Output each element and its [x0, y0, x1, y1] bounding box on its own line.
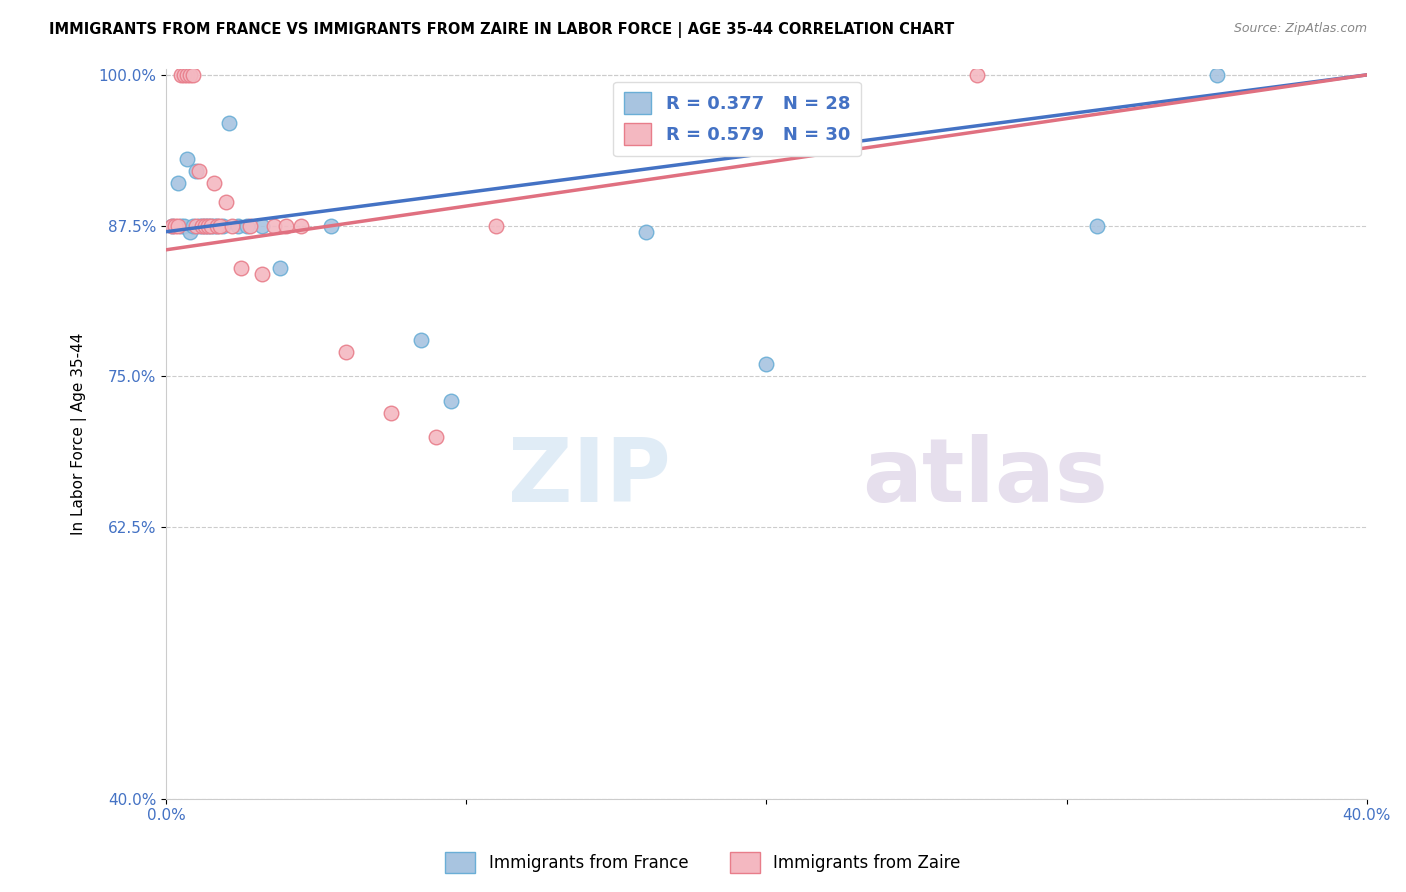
Point	[229, 260, 252, 275]
Point	[226, 219, 249, 233]
Y-axis label: In Labor Force | Age 35-44: In Labor Force | Age 35-44	[72, 333, 87, 535]
Point	[205, 219, 228, 233]
Point	[425, 430, 447, 444]
Point	[755, 358, 778, 372]
Point	[179, 68, 201, 82]
Point	[1085, 219, 1108, 233]
Point	[194, 219, 217, 233]
Point	[167, 177, 190, 191]
Point	[202, 177, 225, 191]
Point	[239, 219, 262, 233]
Point	[202, 219, 225, 233]
Point	[181, 68, 204, 82]
Point	[200, 219, 222, 233]
Point	[290, 219, 312, 233]
Point	[188, 219, 211, 233]
Point	[184, 164, 207, 178]
Point	[250, 219, 273, 233]
Point	[188, 164, 211, 178]
Point	[335, 345, 357, 359]
Point	[173, 219, 195, 233]
Point	[197, 219, 219, 233]
Point	[321, 219, 343, 233]
Point	[276, 219, 298, 233]
Point	[167, 219, 190, 233]
Point	[1205, 68, 1227, 82]
Point	[191, 219, 214, 233]
Point	[184, 219, 207, 233]
Point	[191, 219, 214, 233]
Point	[221, 219, 243, 233]
Text: Source: ZipAtlas.com: Source: ZipAtlas.com	[1233, 22, 1367, 36]
Point	[411, 334, 433, 348]
Point	[176, 68, 198, 82]
Point	[380, 406, 402, 420]
Point	[205, 219, 228, 233]
Text: atlas: atlas	[862, 434, 1108, 521]
Point	[197, 219, 219, 233]
Text: ZIP: ZIP	[508, 434, 671, 521]
Point	[165, 219, 187, 233]
Point	[160, 219, 183, 233]
Point	[209, 219, 232, 233]
Point	[194, 219, 217, 233]
Point	[215, 194, 238, 209]
Point	[218, 116, 240, 130]
Point	[966, 68, 988, 82]
Point	[176, 153, 198, 167]
Point	[170, 219, 193, 233]
Point	[181, 219, 204, 233]
Legend: R = 0.377   N = 28, R = 0.579   N = 30: R = 0.377 N = 28, R = 0.579 N = 30	[613, 81, 860, 156]
Point	[160, 219, 183, 233]
Point	[179, 225, 201, 239]
Point	[173, 68, 195, 82]
Legend: Immigrants from France, Immigrants from Zaire: Immigrants from France, Immigrants from …	[439, 846, 967, 880]
Point	[170, 68, 193, 82]
Point	[250, 267, 273, 281]
Point	[440, 393, 463, 408]
Point	[200, 219, 222, 233]
Point	[485, 219, 508, 233]
Point	[236, 219, 259, 233]
Text: IMMIGRANTS FROM FRANCE VS IMMIGRANTS FROM ZAIRE IN LABOR FORCE | AGE 35-44 CORRE: IMMIGRANTS FROM FRANCE VS IMMIGRANTS FRO…	[49, 22, 955, 38]
Point	[212, 219, 235, 233]
Point	[263, 219, 285, 233]
Point	[636, 225, 658, 239]
Point	[269, 260, 291, 275]
